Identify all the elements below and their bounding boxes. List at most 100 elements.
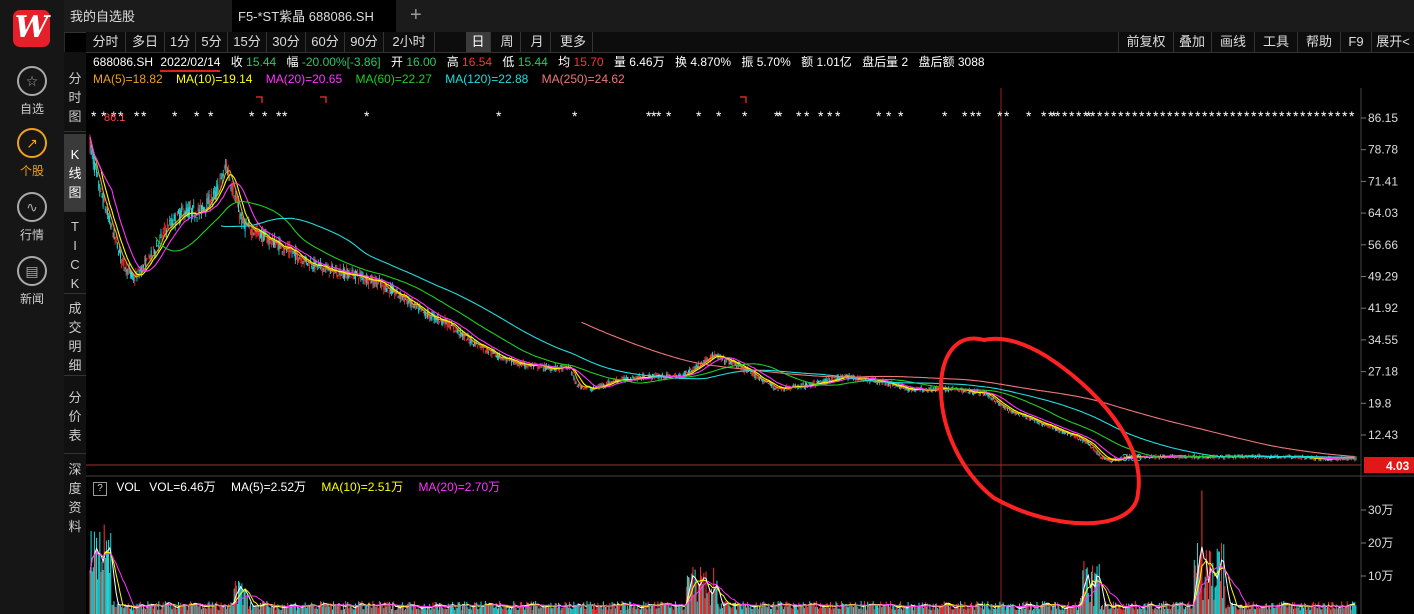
volume-bar [402, 606, 404, 614]
candle-body [632, 375, 634, 379]
volume-bar [395, 610, 397, 614]
side-tab-intraday[interactable]: 分时图 [64, 62, 86, 132]
period-more[interactable]: 更多 [554, 32, 593, 52]
event-star: * [1195, 108, 1201, 124]
tab-stock[interactable]: F5-*ST紫晶 688086.SH [232, 0, 396, 32]
period-2hour[interactable]: 2小时 [384, 32, 435, 52]
candle-body [405, 299, 407, 300]
volume-bar [812, 603, 814, 614]
volume-bar [1331, 602, 1333, 614]
adjust-forward-button[interactable]: 前复权 [1118, 32, 1174, 52]
candle-body [527, 366, 529, 368]
side-tab-price-table[interactable]: 分价表 [64, 378, 86, 454]
volume-bar [800, 605, 802, 614]
volume-bar [857, 606, 859, 614]
candle-body [298, 257, 300, 262]
volume-bar [637, 607, 639, 614]
period-week[interactable]: 周 [494, 32, 521, 52]
volume-bar [570, 607, 572, 614]
event-star: * [1097, 108, 1103, 124]
volume-bar [414, 606, 416, 614]
period-5min[interactable]: 5分 [196, 32, 228, 52]
volume-bar [543, 607, 545, 614]
help-icon[interactable]: ? [93, 482, 107, 496]
period-30min[interactable]: 30分 [267, 32, 306, 52]
nav-item-watchlist[interactable]: ☆ 自选 [0, 66, 64, 117]
candle-body [660, 376, 662, 379]
volume-bar [1333, 608, 1335, 614]
help-button[interactable]: 帮助 [1298, 32, 1341, 52]
volume-bar [171, 609, 173, 614]
volume-bar [721, 608, 723, 614]
candle-body [487, 348, 489, 354]
draw-line-button[interactable]: 画线 [1212, 32, 1255, 52]
candle-body [666, 373, 668, 378]
volume-bar [922, 607, 924, 614]
period-multiday[interactable]: 多日 [126, 32, 165, 52]
app-logo[interactable]: W [13, 10, 50, 47]
period-15min[interactable]: 15分 [228, 32, 267, 52]
candle-body [431, 314, 433, 320]
volume-bar [674, 601, 676, 614]
candle-body [366, 276, 368, 284]
period-90min[interactable]: 90分 [345, 32, 384, 52]
tab-watchlist[interactable]: 我的自选股 [70, 9, 136, 24]
volume-bar [575, 605, 577, 614]
event-star: * [1349, 108, 1355, 124]
candle-body [139, 270, 141, 271]
volume-bar [585, 609, 587, 614]
candle-body [362, 276, 364, 281]
volume-bar [126, 605, 128, 614]
candle-body [635, 378, 637, 379]
volume-bar [182, 605, 184, 614]
volume-bar [100, 571, 102, 614]
candle-body [352, 273, 354, 279]
candle-body [368, 281, 370, 285]
expand-button[interactable]: 展开< [1376, 34, 1410, 49]
volume-bar [181, 605, 183, 614]
volume-bar [1165, 600, 1167, 614]
candle-body [240, 213, 242, 217]
candle-body [686, 371, 688, 373]
period-1min[interactable]: 1分 [165, 32, 196, 52]
candle-body [1263, 456, 1265, 458]
candle-body [710, 355, 712, 358]
volume-bar [1010, 603, 1012, 614]
candle-body [475, 341, 477, 347]
candle-body [996, 401, 998, 403]
volume-bar [1038, 608, 1040, 614]
volume-bar [1253, 608, 1255, 614]
f9-button[interactable]: F9 [1341, 32, 1372, 52]
nav-item-news[interactable]: ▤ 新闻 [0, 256, 64, 307]
overlay-button[interactable]: 叠加 [1173, 32, 1212, 52]
volume-bar [227, 605, 229, 614]
candle-body [1076, 436, 1078, 440]
tools-button[interactable]: 工具 [1255, 32, 1298, 52]
side-tab-deep-data[interactable]: 深度资料 [68, 462, 82, 534]
volume-bar [897, 609, 899, 614]
nav-item-stock[interactable]: ↗ 个股 [0, 128, 64, 179]
amplitude-label: 振 [741, 55, 754, 69]
highlight-circle [938, 336, 1141, 526]
candle-body [759, 378, 761, 381]
volume-bar [1103, 609, 1105, 614]
volume-bar [1048, 602, 1050, 614]
volume-bar [985, 606, 987, 614]
period-month[interactable]: 月 [524, 32, 551, 52]
side-tab-trades[interactable]: 成交明细 [64, 296, 86, 376]
volume-bar [880, 601, 882, 614]
candle-body [1015, 413, 1017, 415]
period-intraday[interactable]: 分时 [86, 32, 126, 52]
add-tab-icon[interactable]: + [410, 4, 422, 26]
volume-bar [325, 606, 327, 614]
candle-body [1053, 427, 1055, 429]
volume-bar [833, 608, 835, 614]
kline-chart[interactable]: * * * * * * * * * * * ** * * * * * * * * * * ** * * * * * * * * * * * * * * *… [86, 88, 1414, 614]
period-60min[interactable]: 60分 [306, 32, 345, 52]
candle-body [317, 262, 319, 265]
candle-body [728, 361, 730, 365]
nav-item-market[interactable]: ∿ 行情 [0, 192, 64, 243]
period-day[interactable]: 日 [466, 32, 491, 52]
